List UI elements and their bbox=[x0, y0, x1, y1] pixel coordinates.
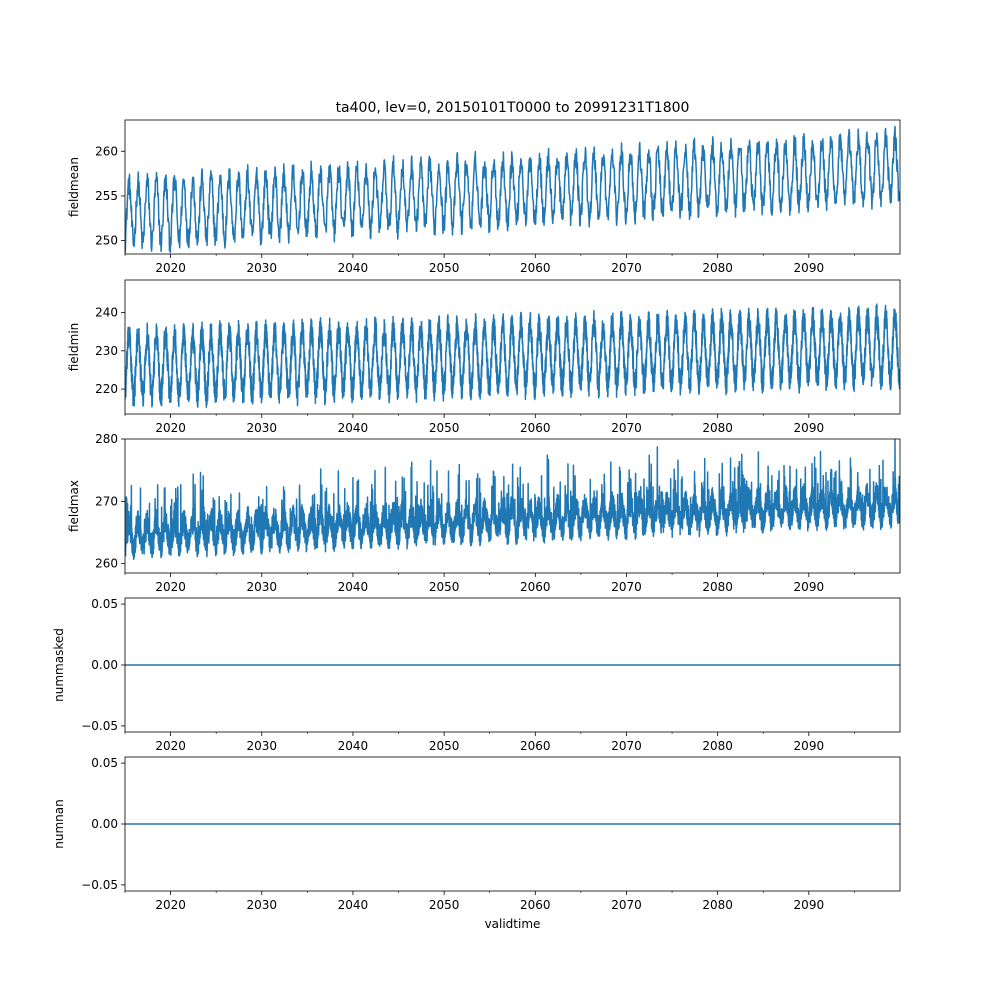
y-axis-label: nummasked bbox=[52, 628, 66, 702]
y-axis-label: fieldmax bbox=[67, 480, 81, 532]
subplots: 2020 2030 2040 2050 2060 2070 2080 2090 250 255 26… bbox=[52, 100, 901, 931]
x-tick-label: 2030 bbox=[246, 421, 277, 435]
y-tick-label: 280 bbox=[95, 432, 118, 446]
x-tick-label: 2080 bbox=[702, 739, 733, 753]
x-tick-label: 2060 bbox=[520, 421, 551, 435]
y-tick-label: 0.05 bbox=[91, 597, 118, 611]
series-line-fieldmean bbox=[125, 125, 900, 254]
x-tick-label: 2080 bbox=[702, 580, 733, 594]
axes-frame bbox=[124, 279, 901, 415]
x-tick-label: 2030 bbox=[246, 739, 277, 753]
x-tick-label: 2050 bbox=[429, 261, 460, 275]
x-tick-label: 2020 bbox=[155, 421, 186, 435]
panel-nummasked: 2020 2030 2040 2050 2060 2070 2080 2090 −0.05 0.0… bbox=[52, 597, 901, 753]
x-tick-label: 2040 bbox=[338, 421, 369, 435]
y-tick-label: 240 bbox=[95, 306, 118, 320]
x-tick-label: 2020 bbox=[155, 261, 186, 275]
x-tick-label: 2070 bbox=[611, 580, 642, 594]
x-tick-label: 2050 bbox=[429, 898, 460, 912]
y-tick-label: −0.05 bbox=[81, 878, 118, 892]
x-tick-label: 2080 bbox=[702, 261, 733, 275]
x-tick-label: 2090 bbox=[794, 580, 825, 594]
x-tick-label: 2020 bbox=[155, 580, 186, 594]
y-tick-label: −0.05 bbox=[81, 719, 118, 733]
x-tick-label: 2030 bbox=[246, 261, 277, 275]
x-tick-label: 2020 bbox=[155, 739, 186, 753]
panel-fieldmean: 2020 2030 2040 2050 2060 2070 2080 2090 250 255 26… bbox=[67, 100, 901, 275]
y-tick-label: 230 bbox=[95, 344, 118, 358]
x-tick-label: 2040 bbox=[338, 739, 369, 753]
x-tick-label: 2040 bbox=[338, 898, 369, 912]
y-axis-label: fieldmin bbox=[67, 323, 81, 372]
x-tick-label: 2020 bbox=[155, 898, 186, 912]
x-tick-label: 2040 bbox=[338, 580, 369, 594]
axes-frame bbox=[124, 438, 901, 574]
y-tick-label: 220 bbox=[95, 382, 118, 396]
x-tick-label: 2050 bbox=[429, 580, 460, 594]
y-tick-label: 0.00 bbox=[91, 817, 118, 831]
y-tick-label: 0.00 bbox=[91, 658, 118, 672]
panel-fieldmax: 2020 2030 2040 2050 2060 2070 2080 2090 260 270 28… bbox=[67, 432, 901, 594]
x-tick-label: 2070 bbox=[611, 261, 642, 275]
x-tick-label: 2070 bbox=[611, 421, 642, 435]
x-tick-label: 2060 bbox=[520, 261, 551, 275]
x-tick-label: 2060 bbox=[520, 739, 551, 753]
x-tick-label: 2050 bbox=[429, 739, 460, 753]
x-tick-label: 2070 bbox=[611, 739, 642, 753]
panel-numnan: 2020 2030 2040 2050 2060 2070 2080 2090 −0.05 0.0… bbox=[52, 756, 901, 931]
y-axis-label: fieldmean bbox=[67, 157, 81, 217]
x-tick-label: 2090 bbox=[794, 739, 825, 753]
x-axis-label: validtime bbox=[485, 917, 541, 931]
x-tick-label: 2080 bbox=[702, 421, 733, 435]
x-tick-label: 2050 bbox=[429, 421, 460, 435]
series-line-fieldmax bbox=[125, 439, 900, 561]
x-tick-label: 2060 bbox=[520, 580, 551, 594]
y-tick-label: 260 bbox=[95, 144, 118, 158]
x-tick-label: 2090 bbox=[794, 898, 825, 912]
y-tick-label: 270 bbox=[95, 494, 118, 508]
y-tick-label: 250 bbox=[95, 234, 118, 248]
panel-fieldmin: 2020 2030 2040 2050 2060 2070 2080 2090 220 230 24… bbox=[67, 279, 901, 435]
x-tick-label: 2030 bbox=[246, 580, 277, 594]
y-tick-label: 255 bbox=[95, 189, 118, 203]
y-axis-label: numnan bbox=[52, 799, 66, 848]
x-tick-label: 2080 bbox=[702, 898, 733, 912]
x-tick-label: 2070 bbox=[611, 898, 642, 912]
axes-frame bbox=[124, 119, 901, 255]
series-line-fieldmin bbox=[125, 303, 900, 408]
chart-title: ta400, lev=0, 20150101T0000 to 20991231T… bbox=[336, 100, 690, 116]
x-tick-label: 2060 bbox=[520, 898, 551, 912]
y-tick-label: 0.05 bbox=[91, 756, 118, 770]
x-tick-label: 2040 bbox=[338, 261, 369, 275]
x-tick-label: 2030 bbox=[246, 898, 277, 912]
x-tick-label: 2090 bbox=[794, 421, 825, 435]
y-tick-label: 260 bbox=[95, 557, 118, 571]
x-tick-label: 2090 bbox=[794, 261, 825, 275]
